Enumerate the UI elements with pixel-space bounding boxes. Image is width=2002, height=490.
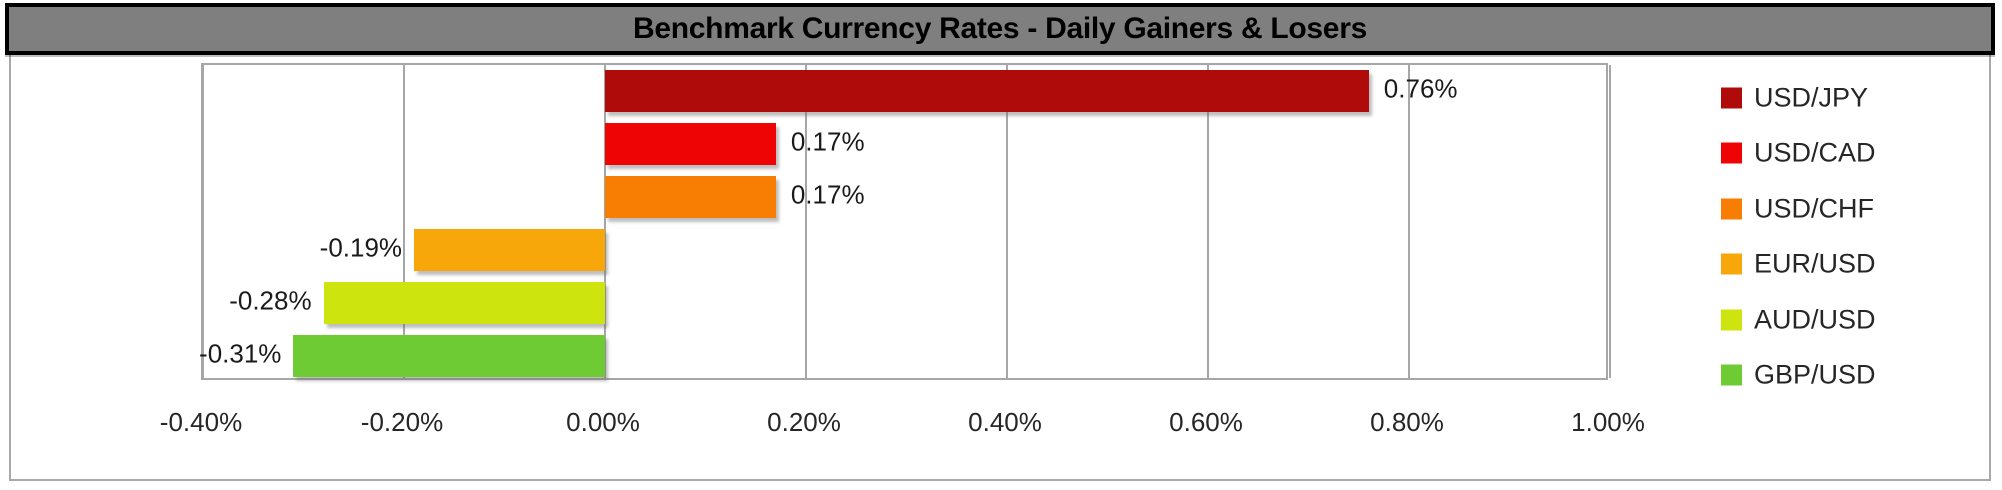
legend-swatch-icon (1721, 198, 1742, 220)
legend-swatch-icon (1721, 309, 1742, 331)
legend-item-usd-cad[interactable]: USD/CAD (1721, 138, 1876, 169)
data-label-aud-usd: -0.28% (229, 285, 312, 316)
legend-swatch-icon (1721, 87, 1742, 109)
gridline--0.40% (202, 65, 204, 378)
legend-item-eur-usd[interactable]: EUR/USD (1721, 249, 1876, 280)
x-tick-label: 0.20% (767, 407, 841, 437)
bar-usd-cad[interactable] (605, 123, 776, 166)
bar-aud-usd[interactable] (323, 281, 605, 324)
x-tick-label: -0.40% (159, 407, 243, 437)
legend-swatch-icon (1721, 142, 1742, 164)
x-tick-label: 0.60% (1169, 407, 1243, 437)
gridline-0.60% (1207, 65, 1209, 378)
legend-item-gbp-usd[interactable]: GBP/USD (1721, 360, 1876, 391)
x-tick-label: 1.00% (1571, 407, 1645, 437)
bar-usd-jpy[interactable] (605, 70, 1369, 113)
data-label-usd-chf: 0.17% (790, 179, 865, 210)
legend-item-usd-chf[interactable]: USD/CHF (1721, 193, 1874, 224)
legend-label: USD/CHF (1754, 193, 1874, 224)
gridline-0.40% (1006, 65, 1008, 378)
chart-title: Benchmark Currency Rates - Daily Gainers… (633, 12, 1367, 45)
gridline-0.80% (1408, 65, 1410, 378)
legend-swatch-icon (1721, 253, 1742, 275)
legend-label: USD/CAD (1754, 137, 1876, 168)
data-label-eur-usd: -0.19% (319, 232, 403, 263)
legend-label: AUD/USD (1754, 304, 1876, 335)
legend-swatch-icon (1721, 364, 1742, 386)
gridline--0.20% (403, 65, 405, 378)
gridline-0.00% (604, 65, 606, 378)
plot-area (201, 63, 1611, 380)
chart-title-bar[interactable]: Benchmark Currency Rates - Daily Gainers… (5, 3, 1995, 55)
bar-usd-chf[interactable] (605, 176, 776, 219)
legend-label: USD/JPY (1754, 82, 1869, 113)
legend-item-aud-usd[interactable]: AUD/USD (1721, 304, 1876, 335)
data-label-usd-cad: 0.17% (790, 126, 865, 157)
x-tick-label: 0.00% (566, 407, 640, 437)
x-tick-label: 0.80% (1370, 407, 1444, 437)
data-label-gbp-usd: -0.31% (199, 338, 282, 369)
bar-gbp-usd[interactable] (293, 334, 605, 377)
x-tick-label: 0.40% (968, 407, 1042, 437)
legend-label: GBP/USD (1754, 359, 1876, 390)
legend-item-usd-jpy[interactable]: USD/JPY (1721, 83, 1868, 114)
gridline-0.20% (805, 65, 807, 378)
legend-label: EUR/USD (1754, 248, 1876, 279)
bar-eur-usd[interactable] (414, 228, 605, 271)
gridline-1.00% (1609, 65, 1611, 378)
data-label-usd-jpy: 0.76% (1383, 73, 1458, 104)
x-tick-label: -0.20% (360, 407, 444, 437)
